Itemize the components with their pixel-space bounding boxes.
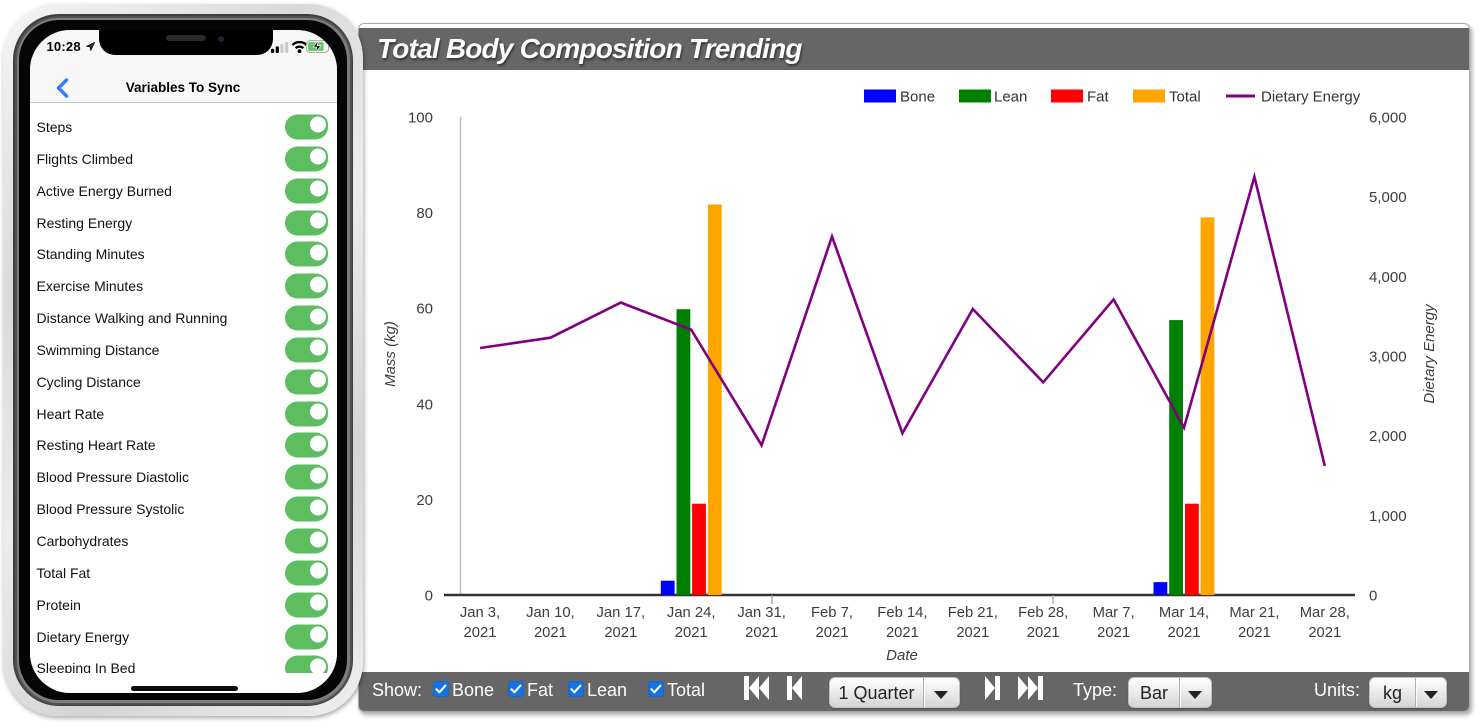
svg-text:6,000: 6,000 (1369, 110, 1407, 127)
svg-text:Mass (kg): Mass (kg) (382, 321, 399, 387)
svg-text:Mar 14,: Mar 14, (1159, 605, 1209, 621)
svg-text:Dietary Energy: Dietary Energy (1261, 89, 1361, 106)
svg-text:40: 40 (416, 396, 433, 413)
svg-text:Feb 7,: Feb 7, (811, 605, 853, 621)
svg-text:2021: 2021 (534, 625, 567, 641)
svg-text:Feb 14,: Feb 14, (877, 605, 927, 621)
svg-text:Dietary Energy: Dietary Energy (1421, 303, 1438, 404)
svg-text:2021: 2021 (1308, 625, 1341, 641)
svg-text:2,000: 2,000 (1369, 428, 1407, 445)
svg-text:4,000: 4,000 (1369, 269, 1407, 286)
svg-text:60: 60 (416, 301, 433, 318)
svg-text:1,000: 1,000 (1369, 508, 1407, 525)
svg-text:100: 100 (408, 110, 433, 127)
svg-text:2021: 2021 (675, 625, 708, 641)
svg-text:5,000: 5,000 (1369, 189, 1407, 206)
svg-text:Jan 24,: Jan 24, (667, 605, 716, 621)
svg-text:0: 0 (425, 588, 433, 605)
svg-text:2021: 2021 (1238, 625, 1271, 641)
svg-text:80: 80 (416, 205, 433, 222)
svg-text:20: 20 (416, 492, 433, 509)
svg-text:2021: 2021 (745, 625, 778, 641)
svg-text:2021: 2021 (886, 625, 919, 641)
svg-text:Fat: Fat (1087, 89, 1110, 106)
svg-text:2021: 2021 (816, 625, 849, 641)
svg-text:Total: Total (1169, 89, 1201, 106)
svg-text:Mar 7,: Mar 7, (1093, 605, 1135, 621)
svg-text:Date: Date (886, 647, 918, 664)
svg-text:Mar 21,: Mar 21, (1229, 605, 1279, 621)
svg-text:2021: 2021 (1168, 625, 1201, 641)
svg-text:2021: 2021 (604, 625, 637, 641)
svg-text:Jan 3,: Jan 3, (460, 605, 500, 621)
svg-text:Jan 17,: Jan 17, (597, 605, 646, 621)
svg-text:Feb 21,: Feb 21, (948, 605, 998, 621)
svg-text:3,000: 3,000 (1369, 349, 1407, 366)
svg-text:Mar 28,: Mar 28, (1300, 605, 1350, 621)
svg-text:Jan 10,: Jan 10, (526, 605, 575, 621)
svg-text:2021: 2021 (1097, 625, 1130, 641)
svg-text:2021: 2021 (1027, 625, 1060, 641)
svg-text:2021: 2021 (956, 625, 989, 641)
svg-text:Feb 28,: Feb 28, (1018, 605, 1068, 621)
svg-text:Lean: Lean (994, 89, 1027, 106)
svg-text:2021: 2021 (464, 625, 497, 641)
svg-text:0: 0 (1369, 588, 1377, 605)
svg-text:Jan 31,: Jan 31, (737, 605, 786, 621)
svg-text:Bone: Bone (900, 89, 935, 106)
